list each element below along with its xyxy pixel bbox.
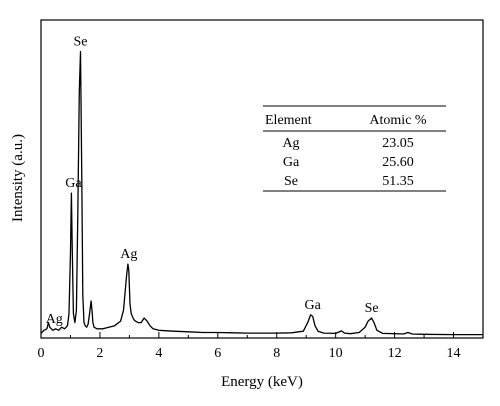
peak-annotations: Ag Ga Se Ag Ga Se	[46, 35, 379, 327]
x-axis-minor-ticks	[69, 335, 425, 338]
spectrum-line	[40, 50, 483, 336]
x-tick-label: 6	[214, 346, 221, 361]
composition-table: Element Atomic % Ag 23.05 Ga 25.60 Se 51…	[263, 105, 446, 192]
table-cell-atomic: 23.05	[382, 136, 414, 151]
x-tick-label: 12	[388, 346, 402, 361]
table-cell-element: Ag	[282, 136, 299, 151]
table-cell-atomic: 25.60	[382, 155, 414, 170]
peak-label: Ga	[305, 298, 322, 313]
x-tick-label: 2	[96, 346, 103, 361]
table-header-element: Element	[265, 113, 312, 128]
table-cell-element: Se	[284, 174, 298, 189]
peak-label: Ag	[120, 247, 137, 262]
x-tick-label: 14	[447, 346, 461, 361]
plot-frame	[40, 19, 484, 339]
x-axis-title: Energy (keV)	[221, 374, 303, 390]
x-tick-label: 8	[273, 346, 280, 361]
x-axis-ticks: 0 2 4 6 8 10 12 14	[38, 332, 461, 361]
x-tick-label: 0	[38, 346, 45, 361]
x-tick-label: 4	[155, 346, 162, 361]
table-header-atomic: Atomic %	[369, 113, 426, 128]
y-axis-title: Intensity (a.u.)	[10, 134, 26, 222]
peak-label: Se	[365, 301, 379, 316]
table-cell-atomic: 51.35	[382, 174, 414, 189]
peak-label: Ag	[46, 312, 63, 327]
x-tick-label: 10	[329, 346, 343, 361]
peak-label: Ga	[65, 176, 82, 191]
table-cell-element: Ga	[283, 155, 300, 170]
peak-label: Se	[73, 35, 87, 50]
